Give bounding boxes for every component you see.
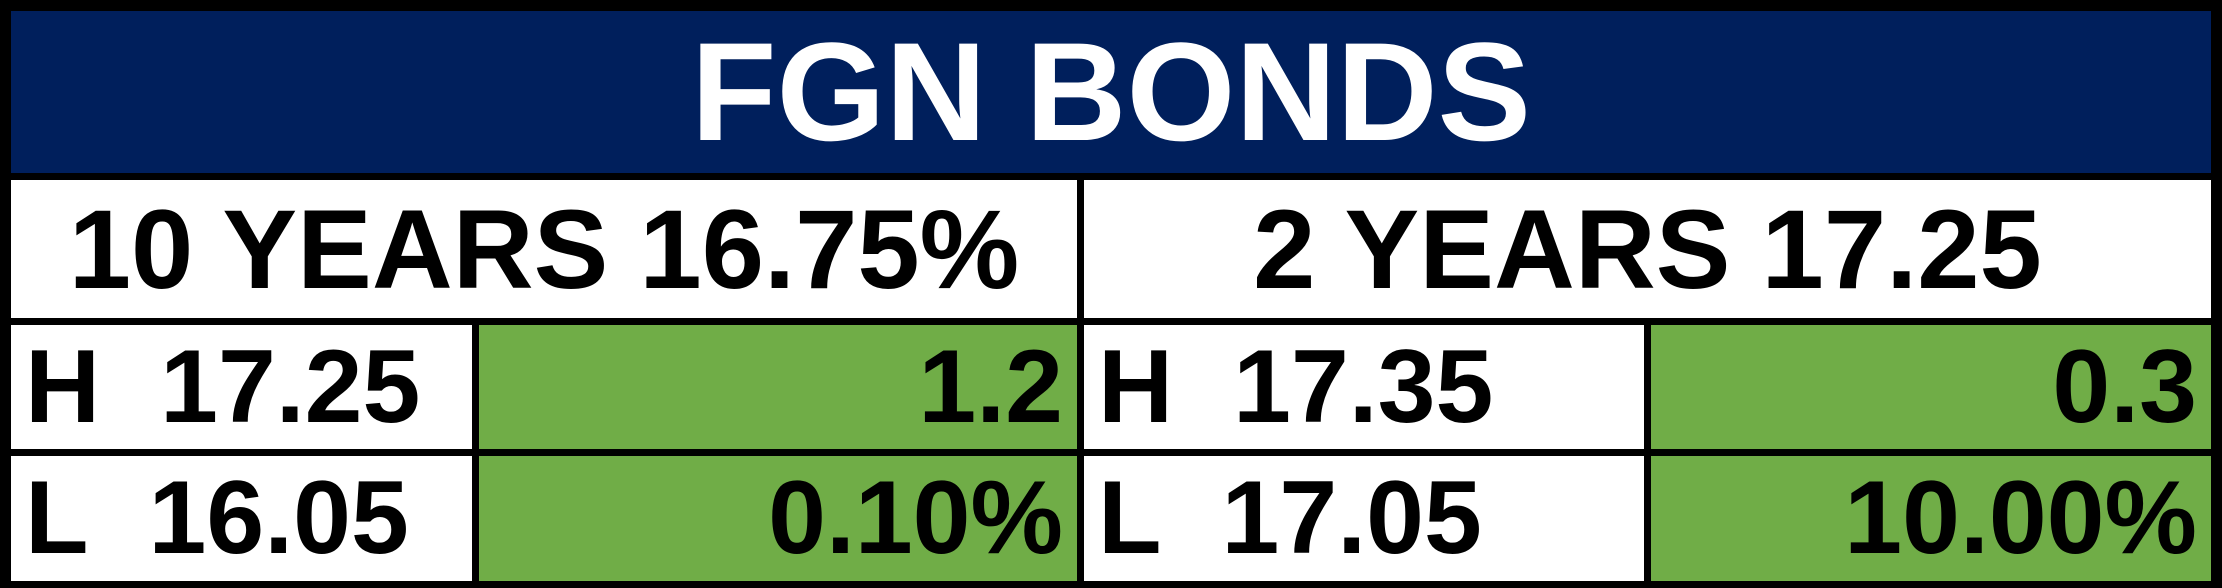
row-change: 0.3 [1651,325,2211,449]
row-label: L 16.05 [11,456,472,581]
row-label: H 17.25 [11,325,472,449]
panel-heading: 2 YEARS 17.25 [1084,180,2211,318]
row-value: 17.25 [160,328,421,445]
row-letter: H [25,328,101,445]
row-letter: H [1098,328,1174,445]
row-letter: L [25,460,89,576]
title: FGN BONDS [11,11,2211,173]
row-letter: L [1098,460,1162,576]
row-label: L 17.05 [1084,456,1644,581]
row-value: 17.35 [1233,328,1494,445]
row-label: H 17.35 [1084,325,1644,449]
row-change: 10.00% [1651,456,2211,581]
row-value: 16.05 [148,460,409,576]
panel-heading: 10 YEARS 16.75% [11,180,1077,318]
row-change: 0.10% [479,456,1077,581]
row-value: 17.05 [1221,460,1482,576]
row-change: 1.2 [479,325,1077,449]
